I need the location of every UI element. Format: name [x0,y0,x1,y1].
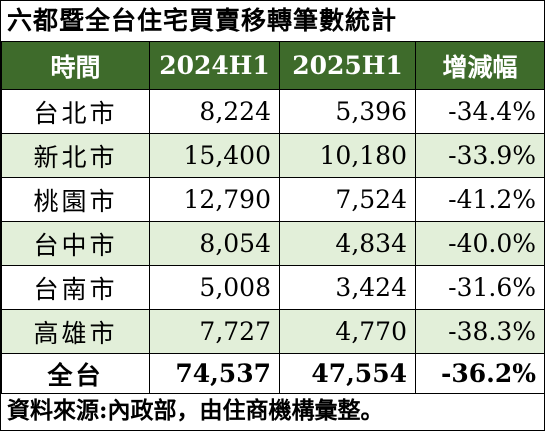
table-row: 台北市 8,224 5,396 -34.4% [1,89,545,134]
cell: -41.2% [415,177,545,222]
cell: 3,424 [279,265,416,310]
cell: -40.0% [415,221,545,266]
row-label: 新北市 [1,133,150,178]
cell: -38.3% [415,309,545,354]
cell: 12,790 [149,177,280,222]
data-table: 時間 2024H1 2025H1 增減幅 台北市 8,224 5,396 -34.4% 新北市… [1,41,545,394]
cell: 15,400 [149,133,280,178]
row-label: 全台 [1,353,150,394]
table-row: 新北市 15,400 10,180 -33.9% [1,133,545,178]
cell: 4,770 [279,309,416,354]
cell: 7,727 [149,309,280,354]
cell: 5,008 [149,265,280,310]
table-body: 台北市 8,224 5,396 -34.4% 新北市 15,400 10,180 -33.9%… [1,89,545,394]
table-row: 台中市 8,054 4,834 -40.0% [1,221,545,266]
cell: 10,180 [279,133,416,178]
header-cell: 時間 [1,41,150,90]
header-cell: 增減幅 [415,41,545,90]
cell: 4,834 [279,221,416,266]
row-label: 台南市 [1,265,150,310]
row-label: 高雄市 [1,309,150,354]
cell: 8,224 [149,89,280,134]
cell: 47,554 [279,353,416,394]
row-label: 台中市 [1,221,150,266]
title: 六都暨全台住宅買賣移轉筆數統計 [7,6,398,35]
cell: -36.2% [415,353,545,394]
cell: 74,537 [149,353,280,394]
header-cell: 2024H1 [149,41,280,90]
table-row: 全台 74,537 47,554 -36.2% [1,353,545,394]
table-row: 台南市 5,008 3,424 -31.6% [1,265,545,310]
header-row: 時間 2024H1 2025H1 增減幅 [1,41,545,90]
cell: -31.6% [415,265,545,310]
cell: 5,396 [279,89,416,134]
cell: 7,524 [279,177,416,222]
row-label: 台北市 [1,89,150,134]
table-row: 桃園市 12,790 7,524 -41.2% [1,177,545,222]
cell: 8,054 [149,221,280,266]
cell: -33.9% [415,133,545,178]
header-cell: 2025H1 [279,41,416,90]
table-row: 高雄市 7,727 4,770 -38.3% [1,309,545,354]
cell: -34.4% [415,89,545,134]
footer-note: 資料來源:內政部，由住商機構彙整。 [7,397,384,424]
row-label: 桃園市 [1,177,150,222]
